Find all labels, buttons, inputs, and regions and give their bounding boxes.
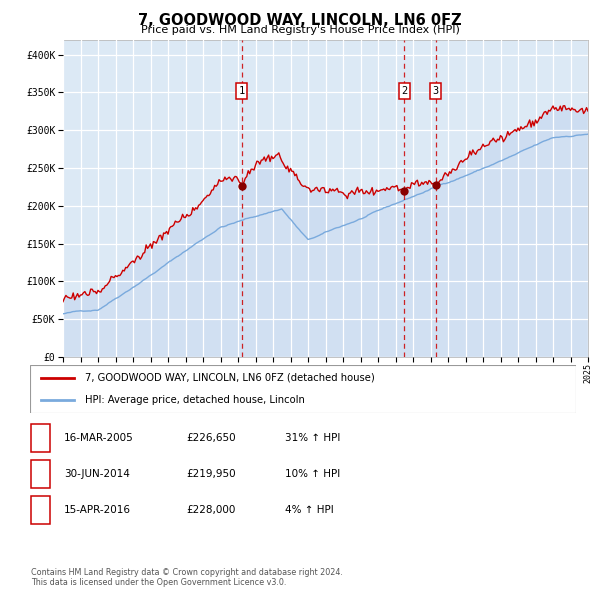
- Text: 1: 1: [38, 433, 44, 442]
- Text: 7, GOODWOOD WAY, LINCOLN, LN6 0FZ: 7, GOODWOOD WAY, LINCOLN, LN6 0FZ: [138, 13, 462, 28]
- Text: 3: 3: [433, 86, 439, 96]
- Text: Price paid vs. HM Land Registry's House Price Index (HPI): Price paid vs. HM Land Registry's House …: [140, 25, 460, 35]
- Text: £228,000: £228,000: [186, 505, 235, 514]
- Text: 16-MAR-2005: 16-MAR-2005: [64, 433, 134, 442]
- Text: 7, GOODWOOD WAY, LINCOLN, LN6 0FZ (detached house): 7, GOODWOOD WAY, LINCOLN, LN6 0FZ (detac…: [85, 373, 374, 383]
- Text: 2: 2: [38, 469, 44, 478]
- Text: 3: 3: [38, 505, 44, 514]
- Text: £226,650: £226,650: [186, 433, 236, 442]
- Text: Contains HM Land Registry data © Crown copyright and database right 2024.
This d: Contains HM Land Registry data © Crown c…: [31, 568, 343, 587]
- Text: 4% ↑ HPI: 4% ↑ HPI: [285, 505, 334, 514]
- Text: 15-APR-2016: 15-APR-2016: [64, 505, 131, 514]
- Text: 30-JUN-2014: 30-JUN-2014: [64, 469, 130, 478]
- Text: HPI: Average price, detached house, Lincoln: HPI: Average price, detached house, Linc…: [85, 395, 304, 405]
- Text: 10% ↑ HPI: 10% ↑ HPI: [285, 469, 340, 478]
- Text: 31% ↑ HPI: 31% ↑ HPI: [285, 433, 340, 442]
- Text: 2: 2: [401, 86, 407, 96]
- Text: 1: 1: [239, 86, 245, 96]
- Text: £219,950: £219,950: [186, 469, 236, 478]
